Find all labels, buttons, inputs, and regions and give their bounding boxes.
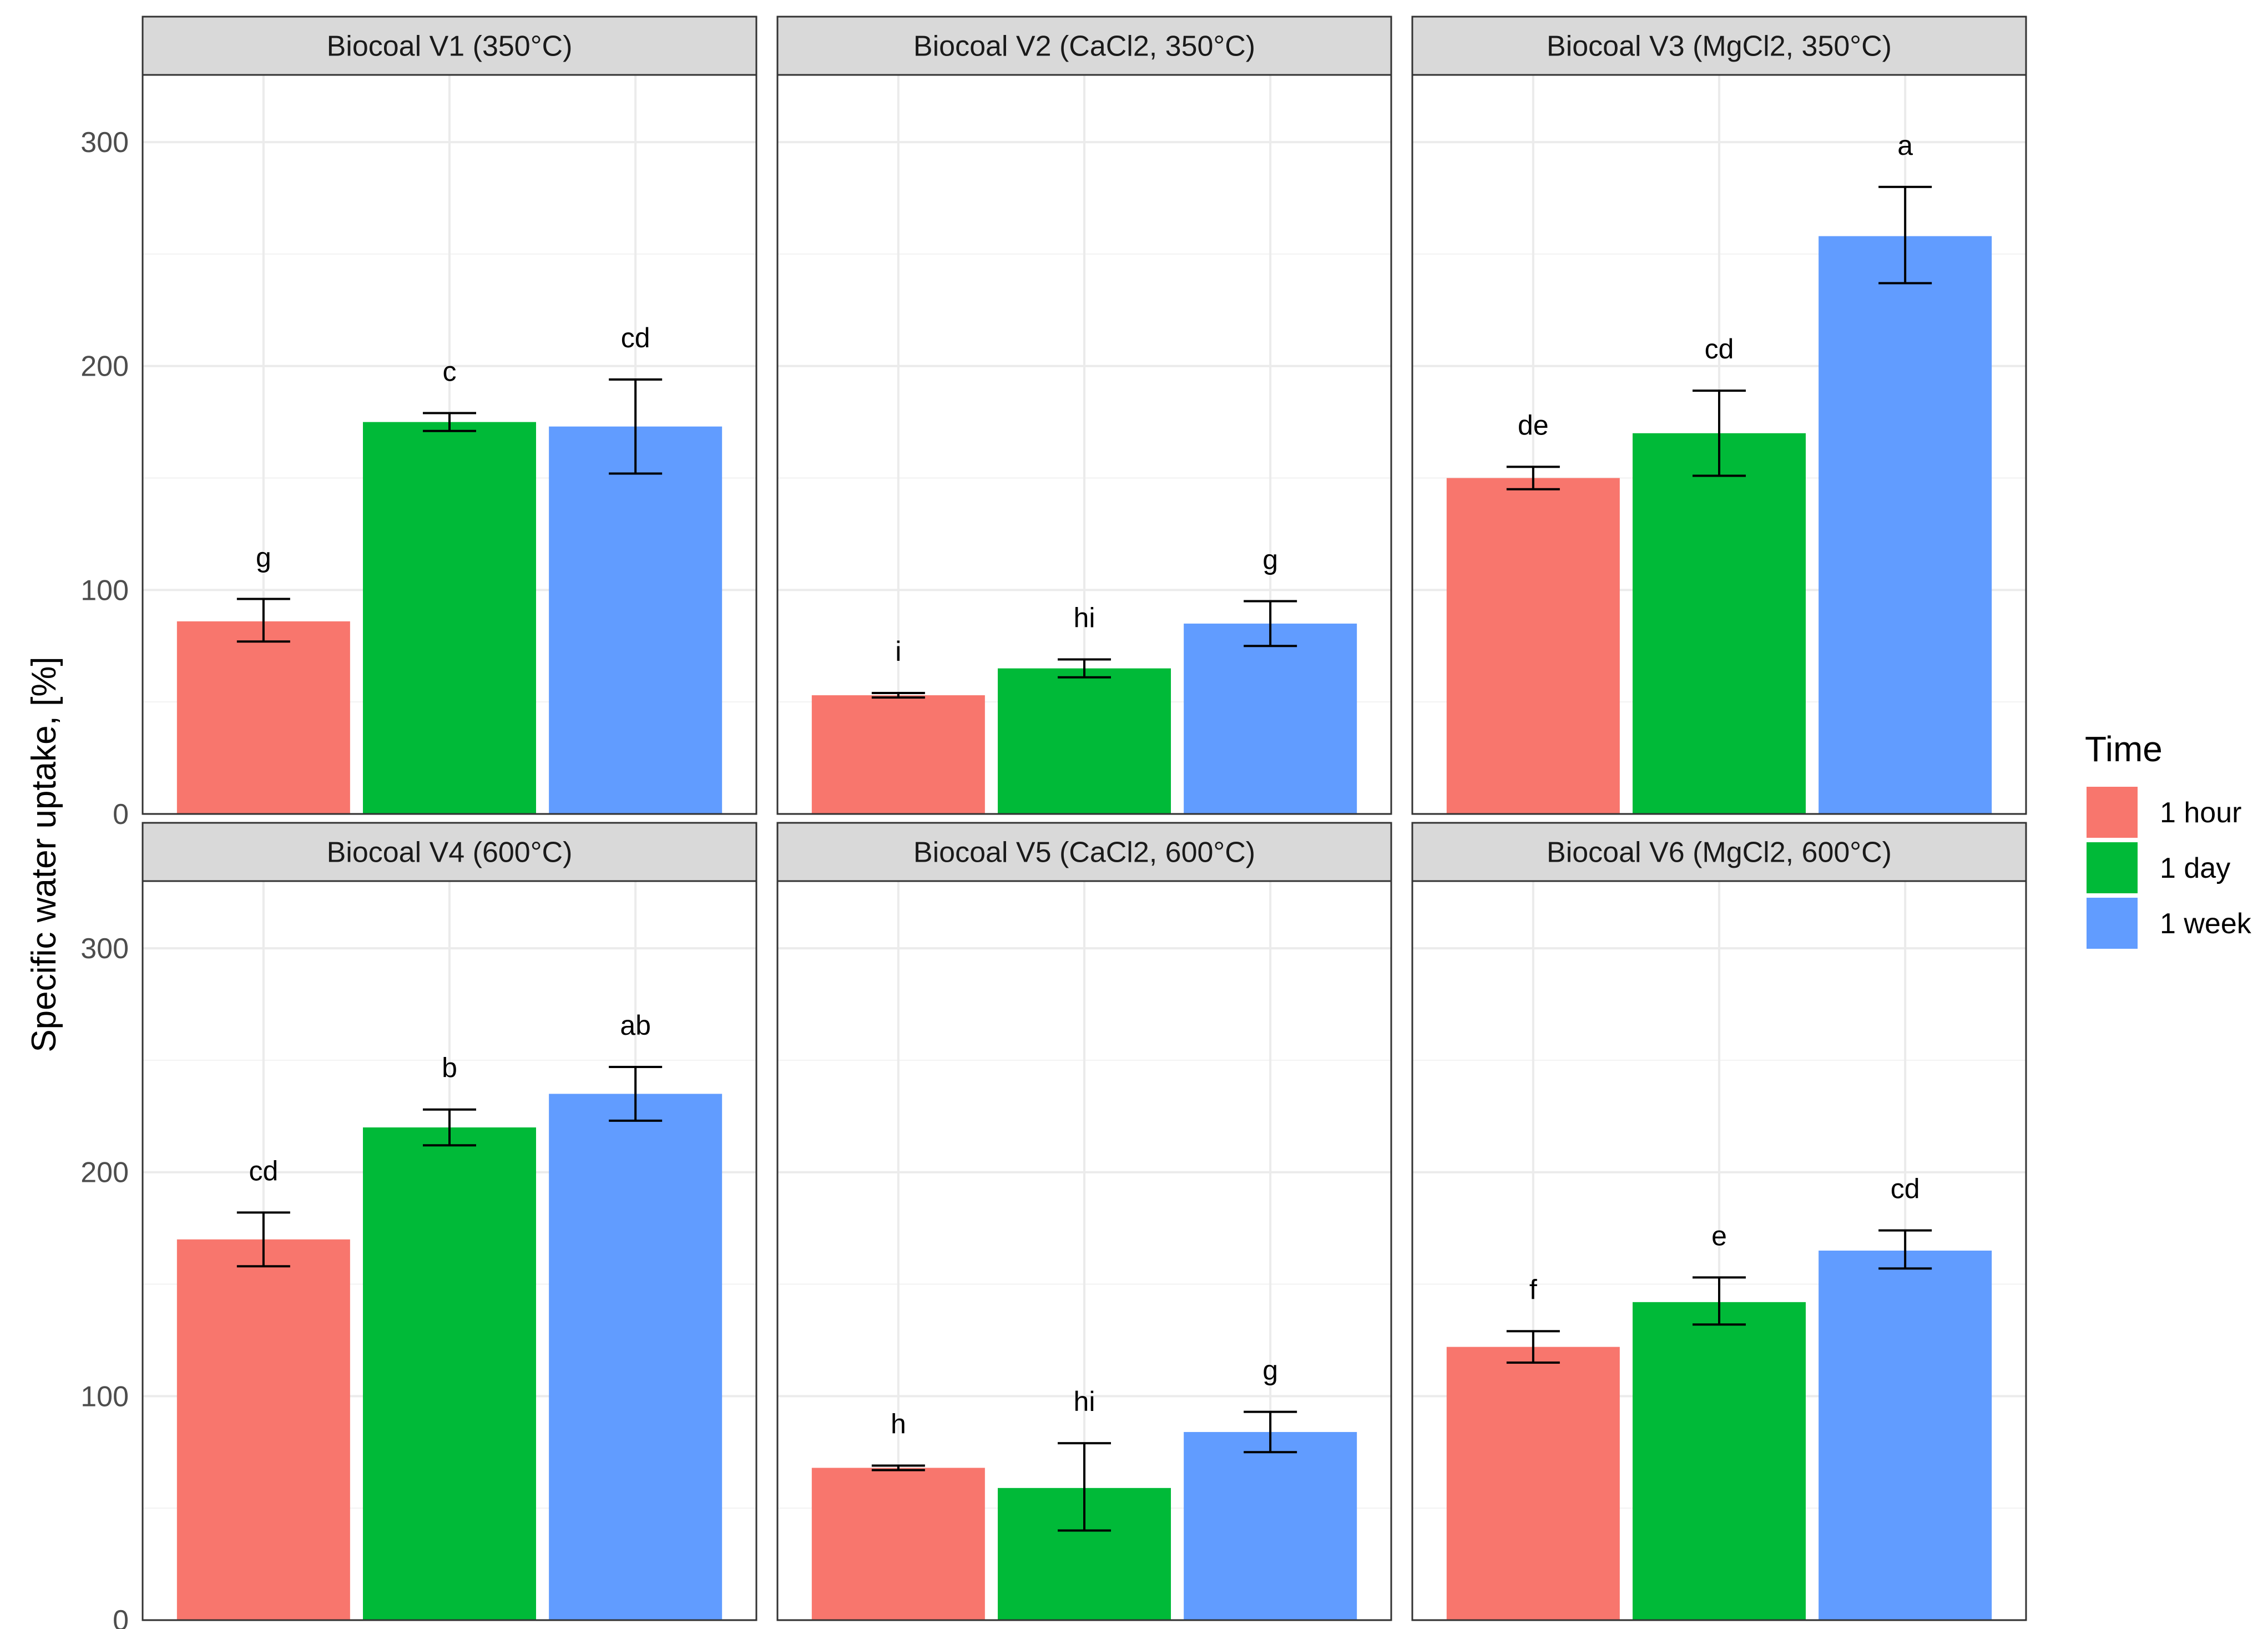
y-tick-label: 200 <box>80 351 129 383</box>
significance-label: hi <box>1074 1386 1095 1417</box>
facet-strip <box>776 822 1392 882</box>
panel: Biocoal V4 (600°C) cd b ab 0 100 200 300 <box>80 822 757 1629</box>
legend-title: Time <box>2085 729 2163 769</box>
y-tick-label: 200 <box>80 1157 129 1189</box>
facet-strip <box>776 16 1392 76</box>
error-bar <box>1244 600 1297 647</box>
legend: Time 1 hour 1 day 1 week <box>2085 729 2252 949</box>
bar <box>1184 1431 1357 1620</box>
facet-title: Biocoal V5 (CaCl2, 600°C) <box>913 837 1255 869</box>
error-bar <box>423 412 476 432</box>
bar <box>1819 1251 1992 1620</box>
error-bar <box>236 1211 290 1268</box>
panel: Biocoal V3 (MgCl2, 350°C) de cd a <box>1411 16 2027 815</box>
facet-strip <box>142 16 757 76</box>
facet-strip <box>142 822 757 882</box>
legend-label: 1 hour <box>2160 797 2241 829</box>
significance-label: h <box>891 1408 906 1439</box>
bar <box>363 1127 536 1620</box>
legend-key <box>2087 842 2138 893</box>
legend-label: 1 week <box>2160 908 2252 940</box>
error-bar <box>871 692 925 699</box>
panel-border <box>776 74 1392 815</box>
bar <box>176 1239 350 1620</box>
significance-label: cd <box>621 322 650 353</box>
significance-label: b <box>442 1053 457 1084</box>
significance-label: c <box>443 356 457 387</box>
panels: Biocoal V1 (350°C)gccd0100200300Biocoal … <box>80 16 2027 1629</box>
error-bar <box>1506 466 1560 490</box>
error-bar <box>609 378 663 475</box>
error-bar <box>1693 1276 1746 1326</box>
bar <box>1446 1347 1620 1620</box>
panel: Biocoal V5 (CaCl2, 600°C) h hi g <box>776 822 1392 1621</box>
y-tick-label: 300 <box>80 127 129 159</box>
significance-label: hi <box>1074 602 1095 633</box>
bar <box>176 621 350 814</box>
panel: Biocoal V1 (350°C) g c cd 0 100 200 300 <box>80 16 757 831</box>
y-tick-label: 100 <box>80 574 129 606</box>
error-bar <box>1693 389 1746 477</box>
legend-key <box>2087 898 2138 949</box>
bar <box>1184 623 1357 814</box>
legend-key <box>2087 787 2138 838</box>
panel-border <box>142 74 757 815</box>
significance-label: cd <box>1705 333 1734 365</box>
significance-label: cd <box>249 1155 278 1186</box>
error-bar <box>1244 1410 1297 1454</box>
error-bar <box>236 598 290 643</box>
panel-border <box>142 880 757 1621</box>
panel: Biocoal V6 (MgCl2, 600°C) f e cd <box>1411 822 2027 1621</box>
error-bar <box>1878 185 1932 285</box>
panel-border <box>1411 74 2027 815</box>
significance-label: i <box>895 636 901 667</box>
significance-label: ab <box>620 1010 651 1041</box>
bar <box>811 1468 985 1620</box>
significance-label: f <box>1529 1274 1537 1305</box>
facet-strip <box>1411 16 2027 76</box>
facet-title: Biocoal V4 (600°C) <box>327 837 573 869</box>
significance-label: cd <box>1891 1173 1920 1205</box>
panel-border <box>776 880 1392 1621</box>
y-axis-title: Specific water uptake, [%] <box>25 656 63 1052</box>
bar <box>1633 433 1806 814</box>
y-tick-label: 100 <box>80 1380 129 1413</box>
significance-label: g <box>1262 544 1278 575</box>
bar <box>549 426 723 814</box>
y-tick-label: 0 <box>113 1605 129 1629</box>
significance-label: de <box>1518 409 1549 441</box>
significance-label: g <box>1262 1355 1278 1386</box>
bar <box>998 668 1171 814</box>
panel: Biocoal V2 (CaCl2, 350°C) i hi g <box>776 16 1392 815</box>
legend-label: 1 day <box>2160 852 2230 884</box>
bar <box>1446 478 1620 814</box>
y-tick-label: 0 <box>113 798 129 831</box>
error-bar <box>871 1464 925 1471</box>
error-bar <box>1058 658 1111 679</box>
bar <box>1819 236 1992 814</box>
error-bar <box>1058 1442 1111 1532</box>
y-tick-label: 300 <box>80 933 129 965</box>
facet-title: Biocoal V1 (350°C) <box>327 31 573 63</box>
significance-label: e <box>1711 1220 1727 1251</box>
error-bar <box>609 1066 663 1122</box>
bar <box>1633 1302 1806 1620</box>
significance-label: a <box>1897 130 1913 161</box>
facet-title: Biocoal V2 (CaCl2, 350°C) <box>913 31 1255 63</box>
error-bar <box>1878 1229 1932 1270</box>
error-bar <box>1506 1330 1560 1364</box>
bar <box>811 695 985 814</box>
facet-title: Biocoal V6 (MgCl2, 600°C) <box>1547 837 1892 869</box>
facet-title: Biocoal V3 (MgCl2, 350°C) <box>1547 31 1892 63</box>
error-bar <box>423 1108 476 1147</box>
panel-border <box>1411 880 2027 1621</box>
significance-label: g <box>256 542 271 573</box>
bar <box>549 1094 723 1620</box>
bar <box>363 422 536 814</box>
